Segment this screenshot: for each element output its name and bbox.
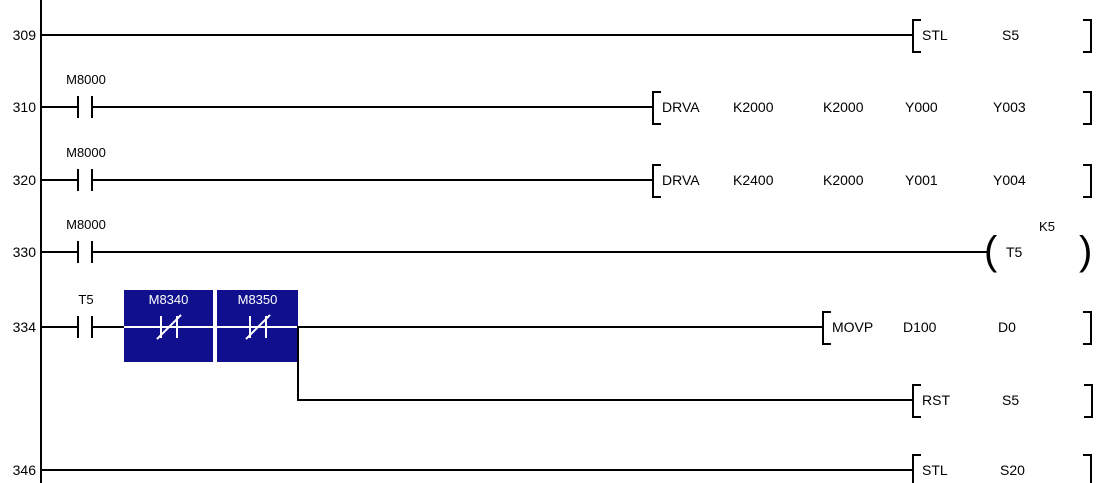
instruction-open-bracket [652, 91, 661, 125]
instruction-opcode[interactable]: DRVA [662, 99, 700, 115]
rung-line [40, 251, 78, 253]
instruction-close-bracket [1083, 454, 1092, 483]
rung-line [93, 251, 988, 253]
instruction-operand[interactable]: K2000 [823, 99, 864, 115]
instruction-operand[interactable]: S5 [1002, 27, 1020, 43]
instruction-close-bracket [1083, 164, 1092, 198]
contact-bar [91, 241, 93, 263]
contact-bar [77, 169, 79, 191]
instruction-close-bracket [1083, 91, 1092, 125]
instruction-close-bracket [1083, 311, 1092, 345]
rung-line [93, 326, 124, 328]
instruction-operand[interactable]: K2400 [733, 172, 774, 188]
coil-device-label: T5 [1006, 244, 1023, 260]
instruction-operand[interactable]: Y003 [993, 99, 1026, 115]
instruction-operand[interactable]: Y004 [993, 172, 1026, 188]
rung-line-selected [124, 326, 298, 328]
contact-bar [176, 316, 178, 338]
step-number: 309 [12, 27, 36, 43]
step-number: 330 [12, 244, 36, 260]
rung-line [40, 179, 78, 181]
contact-bar [91, 316, 93, 338]
rung-line [40, 106, 78, 108]
rung-line [93, 106, 654, 108]
left-power-rail [40, 0, 42, 483]
rung-line [298, 326, 824, 328]
rung-line [40, 469, 912, 471]
instruction-operand[interactable]: Y001 [905, 172, 938, 188]
contact-label: M8350 [237, 292, 278, 307]
instruction-open-bracket [822, 311, 831, 345]
timer-preset-label: K5 [1039, 219, 1055, 234]
instruction-operand[interactable]: S20 [1000, 462, 1025, 478]
step-number: 346 [12, 462, 36, 478]
instruction-opcode[interactable]: MOVP [832, 319, 874, 335]
instruction-operand[interactable]: S5 [1002, 392, 1020, 408]
rung-line [40, 34, 912, 36]
contact-label: M8340 [148, 292, 189, 307]
contact-label: M8000 [66, 217, 106, 232]
contact-bar [249, 316, 251, 338]
instruction-opcode[interactable]: STL [922, 462, 948, 478]
step-number: 334 [12, 319, 36, 335]
contact-label: M8000 [66, 145, 106, 160]
contact-bar [91, 96, 93, 118]
step-number: 310 [12, 99, 36, 115]
contact-label: M8000 [66, 72, 106, 87]
instruction-opcode[interactable]: RST [922, 392, 950, 408]
instruction-open-bracket [912, 454, 921, 483]
instruction-opcode[interactable]: DRVA [662, 172, 700, 188]
contact-bar [91, 169, 93, 191]
instruction-open-bracket [912, 19, 921, 53]
contact-label: T5 [78, 292, 94, 307]
instruction-operand[interactable]: K2000 [823, 172, 864, 188]
step-number: 320 [12, 172, 36, 188]
instruction-open-bracket [652, 164, 661, 198]
instruction-operand[interactable]: Y000 [905, 99, 938, 115]
instruction-operand[interactable]: K2000 [733, 99, 774, 115]
instruction-opcode[interactable]: STL [922, 27, 948, 43]
rung-line [93, 179, 654, 181]
branch-line [297, 326, 299, 401]
coil-close-paren: ) [1079, 229, 1093, 273]
rung-line [297, 399, 912, 401]
coil-open-paren: ( [984, 229, 998, 273]
rung-line [40, 326, 78, 328]
contact-bar [77, 96, 79, 118]
instruction-operand[interactable]: D100 [903, 319, 937, 335]
contact-bar [77, 241, 79, 263]
contact-bar [160, 316, 162, 338]
instruction-close-bracket [1083, 19, 1092, 53]
instruction-operand[interactable]: D0 [998, 319, 1016, 335]
instruction-close-bracket [1084, 384, 1093, 418]
instruction-open-bracket [912, 384, 921, 418]
contact-bar [265, 316, 267, 338]
contact-bar [77, 316, 79, 338]
